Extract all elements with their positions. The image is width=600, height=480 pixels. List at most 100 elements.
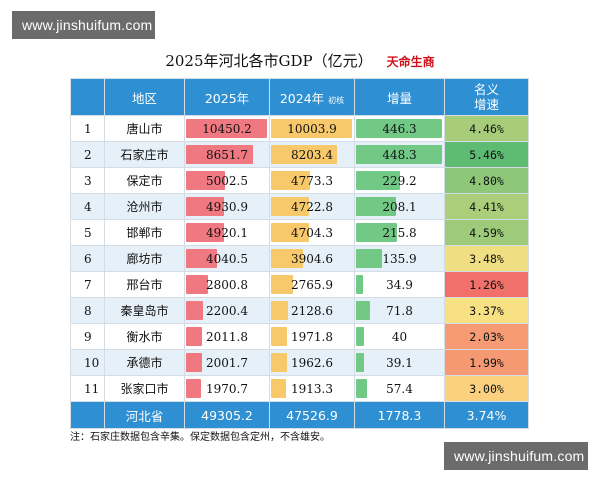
total-increase: 1778.3 — [354, 401, 445, 429]
cell-rank: 6 — [70, 245, 105, 272]
watermark-bottom: www.jinshuifum.com — [444, 442, 588, 470]
cell-growth: 1.26% — [444, 271, 529, 298]
value-gdp2024: 1971.8 — [291, 329, 333, 344]
total-growth: 3.74% — [444, 401, 529, 429]
cell-gdp2024: 2765.9 — [269, 271, 355, 298]
value-gdp2025: 10450.2 — [202, 121, 252, 136]
value-gdp2024: 10003.9 — [287, 121, 337, 136]
value-gdp2025: 8651.7 — [206, 147, 248, 162]
cell-gdp2024: 1962.6 — [269, 349, 355, 376]
header-region: 地区 — [104, 78, 185, 116]
bar-gdp2024 — [271, 249, 303, 268]
bar-increase — [356, 145, 442, 164]
cell-increase: 448.3 — [354, 141, 445, 168]
cell-growth: 3.48% — [444, 245, 529, 272]
cell-gdp2025: 1970.7 — [184, 375, 270, 402]
value-gdp2025: 2200.4 — [206, 303, 248, 318]
header-growth-line1: 名义 — [473, 82, 499, 97]
cell-gdp2025: 10450.2 — [184, 115, 270, 142]
cell-region: 邢台市 — [104, 271, 185, 298]
cell-growth: 2.03% — [444, 323, 529, 350]
total-gdp2025: 49305.2 — [184, 401, 270, 429]
bar-gdp2025 — [186, 275, 208, 294]
cell-rank: 11 — [70, 375, 105, 402]
bar-increase — [356, 223, 398, 242]
cell-gdp2024: 8203.4 — [269, 141, 355, 168]
bar-gdp2024 — [271, 301, 289, 320]
header-gdp2024: 2024年 初核 — [269, 78, 355, 116]
cell-growth: 4.41% — [444, 193, 529, 220]
value-gdp2025: 2800.8 — [206, 277, 248, 292]
value-gdp2024: 4773.3 — [291, 173, 333, 188]
value-gdp2024: 3904.6 — [291, 251, 333, 266]
cell-rank: 3 — [70, 167, 105, 194]
cell-increase: 446.3 — [354, 115, 445, 142]
footnote: 注：石家庄数据包含辛集。保定数据包含定州，不含雄安。 — [70, 432, 330, 443]
table-row: 7 邢台市 2800.8 2765.9 34.9 1.26% — [70, 271, 529, 298]
cell-gdp2024: 4773.3 — [269, 167, 355, 194]
bar-increase — [356, 379, 367, 398]
cell-growth: 3.37% — [444, 297, 529, 324]
header-gdp2025: 2025年 — [184, 78, 270, 116]
cell-gdp2024: 4704.3 — [269, 219, 355, 246]
value-increase: 71.8 — [386, 303, 413, 318]
value-gdp2025: 4930.9 — [206, 199, 248, 214]
value-increase: 57.4 — [386, 381, 413, 396]
table-row: 6 廊坊市 4040.5 3904.6 135.9 3.48% — [70, 245, 529, 272]
cell-gdp2025: 2011.8 — [184, 323, 270, 350]
value-increase: 34.9 — [386, 277, 413, 292]
cell-region: 衡水市 — [104, 323, 185, 350]
cell-increase: 34.9 — [354, 271, 445, 298]
bar-gdp2025 — [186, 249, 218, 268]
cell-gdp2025: 4040.5 — [184, 245, 270, 272]
bar-gdp2024 — [271, 197, 310, 216]
cell-gdp2025: 2200.4 — [184, 297, 270, 324]
gdp-table: 地区 2025年 2024年 初核 增量 名义 增速 1 唐山市 10450.2 1000… — [70, 78, 529, 429]
bar-gdp2025 — [186, 327, 202, 346]
bar-gdp2024 — [271, 327, 287, 346]
table-row: 3 保定市 5002.5 4773.3 229.2 4.80% — [70, 167, 529, 194]
table-row: 11 张家口市 1970.7 1913.3 57.4 3.00% — [70, 375, 529, 402]
cell-increase: 57.4 — [354, 375, 445, 402]
value-increase: 39.1 — [386, 355, 413, 370]
value-increase: 446.3 — [382, 121, 417, 136]
bar-gdp2024 — [271, 171, 310, 190]
bar-increase — [356, 353, 364, 372]
cell-increase: 40 — [354, 323, 445, 350]
cell-gdp2025: 2001.7 — [184, 349, 270, 376]
bar-increase — [356, 327, 364, 346]
header-increase: 增量 — [354, 78, 445, 116]
cell-gdp2024: 10003.9 — [269, 115, 355, 142]
cell-increase: 215.8 — [354, 219, 445, 246]
cell-rank: 10 — [70, 349, 105, 376]
bar-increase — [356, 171, 400, 190]
value-gdp2024: 4704.3 — [291, 225, 333, 240]
bar-gdp2024 — [271, 275, 294, 294]
value-increase: 135.9 — [382, 251, 417, 266]
cell-region: 秦皇岛市 — [104, 297, 185, 324]
table-row: 5 邯郸市 4920.1 4704.3 215.8 4.59% — [70, 219, 529, 246]
cell-region: 张家口市 — [104, 375, 185, 402]
cell-region: 唐山市 — [104, 115, 185, 142]
value-increase: 229.2 — [382, 173, 417, 188]
bar-increase — [356, 301, 370, 320]
cell-region: 承德市 — [104, 349, 185, 376]
cell-rank: 9 — [70, 323, 105, 350]
cell-growth: 5.46% — [444, 141, 529, 168]
cell-region: 廊坊市 — [104, 245, 185, 272]
bar-increase — [356, 119, 442, 138]
cell-region: 石家庄市 — [104, 141, 185, 168]
total-row: 河北省 49305.2 47526.9 1778.3 3.74% — [70, 401, 529, 429]
cell-increase: 135.9 — [354, 245, 445, 272]
value-gdp2025: 5002.5 — [206, 173, 248, 188]
cell-gdp2025: 8651.7 — [184, 141, 270, 168]
cell-increase: 39.1 — [354, 349, 445, 376]
value-increase: 448.3 — [382, 147, 417, 162]
header-row: 地区 2025年 2024年 初核 增量 名义 增速 — [70, 78, 529, 116]
bar-gdp2025 — [186, 145, 254, 164]
chart-title-row: 2025年河北各市GDP（亿元） 天命生商 — [0, 50, 600, 71]
value-increase: 40 — [391, 329, 408, 344]
header-growth: 名义 增速 — [444, 78, 529, 116]
bar-gdp2024 — [271, 379, 287, 398]
cell-increase: 71.8 — [354, 297, 445, 324]
